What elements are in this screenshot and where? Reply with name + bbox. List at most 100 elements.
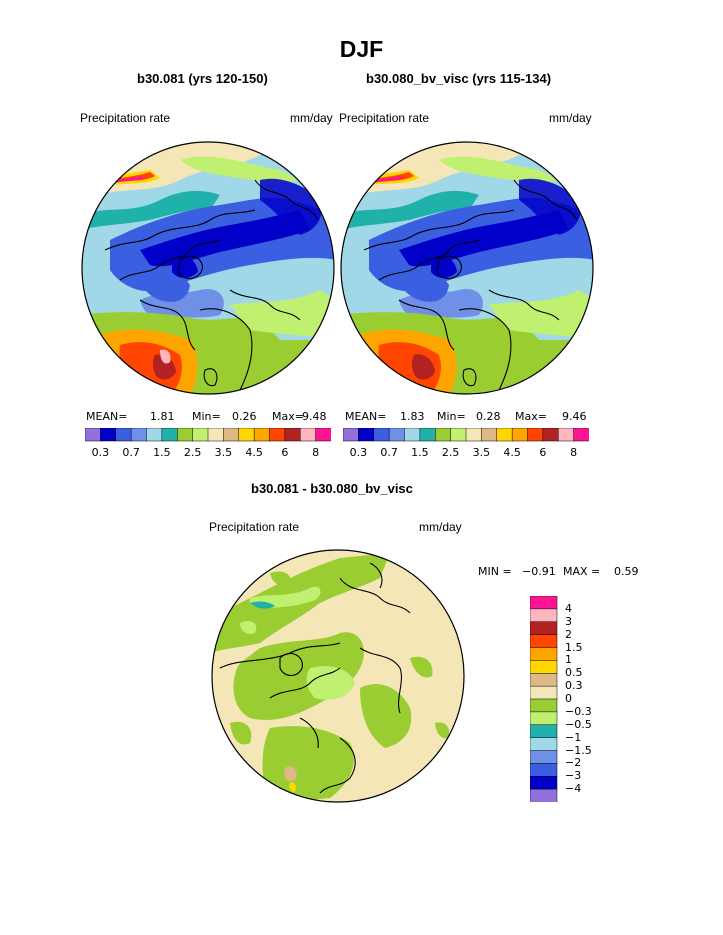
panel2-mean-label: MEAN= <box>345 410 387 423</box>
coastline <box>299 717 319 749</box>
panel1-colorbar <box>85 428 331 442</box>
colorbar-tick-label: 3 <box>565 614 572 628</box>
colorbar-swatch <box>465 428 482 442</box>
field-region <box>139 268 190 302</box>
coastline <box>513 179 578 221</box>
panel1-min-value: 0.26 <box>232 410 257 423</box>
colorbar-tick-label: 1.5 <box>565 640 583 654</box>
colorbar-swatch <box>207 428 224 442</box>
colorbar-swatch <box>300 428 317 442</box>
colorbar-swatch <box>358 428 375 442</box>
panel2-mean-value: 1.83 <box>400 410 425 423</box>
colorbar-tick-label: −0.5 <box>565 717 592 731</box>
field-region <box>411 354 435 380</box>
diff-min-label: MIN = <box>478 565 512 578</box>
coastline <box>359 647 402 714</box>
colorbar-swatch <box>253 428 271 442</box>
colorbar-swatch <box>530 685 558 700</box>
panel1-title: b30.081 (yrs 120-150) <box>137 71 268 86</box>
colorbar-swatch <box>530 621 558 636</box>
coastline <box>269 667 341 699</box>
field-region <box>160 349 171 364</box>
colorbar-tick-label: 8 <box>570 446 578 459</box>
panel2-title: b30.080_bv_visc (yrs 115-134) <box>366 71 552 86</box>
colorbar-tick-label: 2.5 <box>183 446 202 459</box>
figure-title: DJF <box>339 36 384 62</box>
panel1-units: mm/day <box>290 111 333 125</box>
field-region <box>410 656 433 678</box>
colorbar-swatch <box>388 428 406 442</box>
diff-title: b30.081 - b30.080_bv_visc <box>251 481 413 496</box>
panel1-min-label: Min= <box>192 410 221 423</box>
diff-min-value: −0.91 <box>522 565 556 578</box>
colorbar-swatch <box>373 428 390 442</box>
colorbar-swatch <box>435 428 452 442</box>
panel1-max-value: 9.48 <box>302 410 327 423</box>
coastline <box>119 239 221 281</box>
panel2-colorbar <box>343 428 589 442</box>
coastline <box>436 255 462 280</box>
field-region <box>369 176 404 184</box>
colorbar-tick-label: 4.5 <box>503 446 521 459</box>
colorbar-swatch <box>530 737 558 752</box>
colorbar-swatch <box>238 428 255 442</box>
colorbar-swatch <box>496 428 513 442</box>
panel2-min-value: 0.28 <box>476 410 501 423</box>
field-region <box>230 290 334 340</box>
diff-variable: Precipitation rate <box>209 520 300 534</box>
colorbar-swatch <box>192 428 209 442</box>
panel1-variable: Precipitation rate <box>80 111 171 125</box>
colorbar-tick-label: 4.5 <box>245 446 263 459</box>
field-region <box>230 721 252 745</box>
colorbar-swatch <box>315 428 331 442</box>
panel2-max-value: 9.46 <box>562 410 587 423</box>
map-boundary-circle <box>340 141 594 395</box>
colorbar-swatch <box>530 596 558 610</box>
colorbar-tick-label: −4 <box>565 782 582 796</box>
colorbar-swatch <box>481 428 498 442</box>
field-region <box>110 176 145 184</box>
field-region <box>341 190 479 230</box>
colorbar-tick-label: 0.3 <box>565 679 583 693</box>
coastline <box>203 368 218 387</box>
field-region <box>399 210 569 267</box>
colorbar-swatch <box>269 428 286 442</box>
panel2-max-label: Max= <box>515 410 547 423</box>
colorbar-tick-label: 1.5 <box>411 446 429 459</box>
coastline <box>363 209 515 251</box>
colorbar-swatch <box>530 763 558 777</box>
colorbar-tick-label: 8 <box>312 446 320 459</box>
colorbar-tick-label: 0 <box>565 692 572 705</box>
field-region <box>250 601 275 609</box>
colorbar-tick-label: 0.7 <box>122 446 140 459</box>
coastline <box>177 255 203 280</box>
colorbar-swatch <box>527 428 544 442</box>
field-region <box>306 666 355 700</box>
colorbar-swatch <box>530 673 558 687</box>
colorbar-swatch <box>530 647 558 661</box>
diff-polar-map <box>211 549 465 803</box>
colorbar-swatch <box>419 428 436 442</box>
colorbar-swatch <box>146 428 163 442</box>
coastline <box>339 577 411 614</box>
map-boundary-circle <box>211 549 465 803</box>
colorbar-swatch <box>284 428 301 442</box>
colorbar-swatch <box>161 428 178 442</box>
field-region <box>270 571 291 587</box>
field-region <box>435 722 450 739</box>
colorbar-tick-label: 1.5 <box>153 446 171 459</box>
panel2-min-label: Min= <box>437 410 466 423</box>
panel1-mean-value: 1.81 <box>150 410 175 423</box>
colorbar-tick-label: 2.5 <box>441 446 460 459</box>
colorbar-swatch <box>115 428 132 442</box>
field-region <box>439 156 559 183</box>
colorbar-tick-label: −2 <box>565 756 582 770</box>
colorbar-tick-label: 1 <box>565 653 572 667</box>
colorbar-swatch <box>404 428 421 442</box>
colorbar-swatch <box>530 608 558 623</box>
diff-units: mm/day <box>419 520 462 534</box>
colorbar-swatch <box>558 428 575 442</box>
colorbar-swatch <box>343 428 359 442</box>
diff-colorbar <box>530 596 558 802</box>
field-region <box>289 782 297 792</box>
